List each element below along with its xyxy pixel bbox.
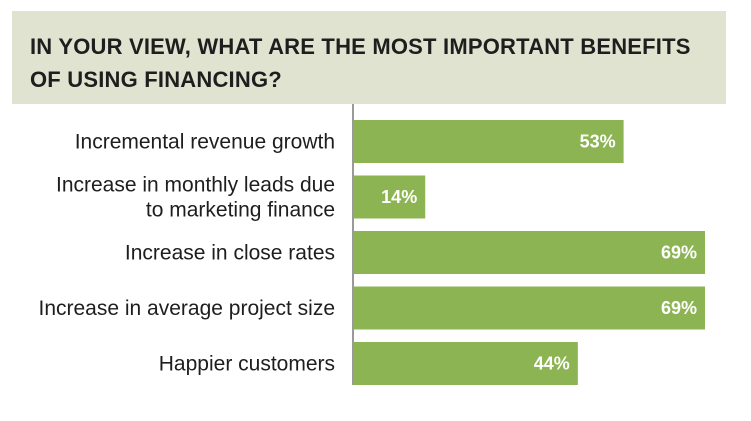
bar-value-label-2: 69% bbox=[661, 243, 697, 263]
bars-layer: 53% 14% 69% 69% 44% bbox=[354, 120, 705, 385]
bar-chart: 53% 14% 69% 69% 44% Incremental revenue grow… bbox=[39, 104, 705, 385]
chart-title: IN YOUR VIEW, WHAT ARE THE MOST IMPORTAN… bbox=[30, 34, 691, 92]
bar-value-label-0: 53% bbox=[580, 132, 616, 152]
bar-value-label-3: 69% bbox=[661, 298, 697, 318]
category-label-0: Incremental revenue growth bbox=[75, 131, 335, 154]
category-label-2: Increase in close rates bbox=[125, 242, 335, 265]
bar-1 bbox=[354, 175, 426, 219]
category-label-1-line-1: to marketing finance bbox=[146, 199, 335, 222]
bar-value-label-1: 14% bbox=[381, 187, 417, 207]
bar-0 bbox=[354, 120, 624, 163]
category-label-1-line-0: Increase in monthly leads due bbox=[56, 174, 335, 197]
bar-value-label-4: 44% bbox=[534, 354, 570, 374]
category-labels-layer: Incremental revenue growth Increase in mo… bbox=[39, 131, 336, 376]
bar-2 bbox=[354, 231, 705, 274]
chart-title-box: IN YOUR VIEW, WHAT ARE THE MOST IMPORTAN… bbox=[12, 11, 726, 104]
bar-4 bbox=[354, 342, 578, 385]
category-label-4: Happier customers bbox=[159, 353, 335, 376]
bar-3 bbox=[354, 286, 705, 330]
category-label-3: Increase in average project size bbox=[39, 297, 336, 320]
